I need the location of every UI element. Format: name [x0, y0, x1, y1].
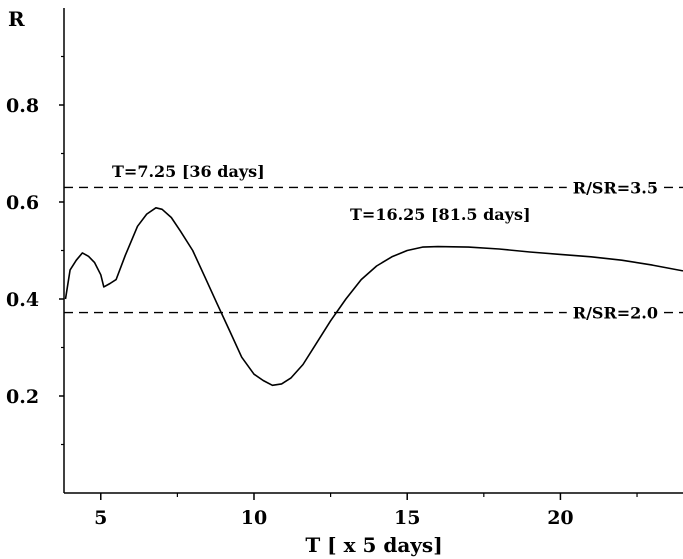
y-tick-label: 0.6	[6, 192, 39, 214]
y-tick-label: 0.2	[6, 386, 39, 408]
series-line	[64, 207, 683, 387]
reference-label-background	[566, 177, 664, 199]
chart-labels: R T [ x 5 days] T=7.25 [36 days] T=16.25…	[8, 7, 531, 557]
x-tick-label: 5	[94, 507, 107, 529]
reference-line-label: R/SR=3.5	[573, 178, 658, 197]
annotation-plateau: T=16.25 [81.5 days]	[350, 205, 531, 224]
annotation-peak: T=7.25 [36 days]	[112, 162, 265, 181]
y-tick-label: 0.4	[6, 289, 39, 311]
reference-lines: R/SR=3.5 R/SR=2.0	[64, 177, 683, 324]
x-tick-label: 20	[547, 507, 573, 529]
x-axis-title: T [ x 5 days]	[305, 533, 442, 557]
x-tick-label: 10	[241, 507, 267, 529]
data-series	[64, 207, 683, 387]
annotation-background	[109, 161, 268, 182]
reference-line-label: R/SR=2.0	[573, 304, 658, 323]
axis-ticks: 5 10 15 20 0.2 0.4 0.6 0.8	[6, 55, 638, 529]
x-tick-label: 15	[394, 507, 420, 529]
y-axis-title: R	[8, 7, 25, 31]
chart-axes	[63, 8, 683, 494]
y-tick-label: 0.8	[6, 95, 39, 117]
reference-label-background	[566, 302, 664, 324]
